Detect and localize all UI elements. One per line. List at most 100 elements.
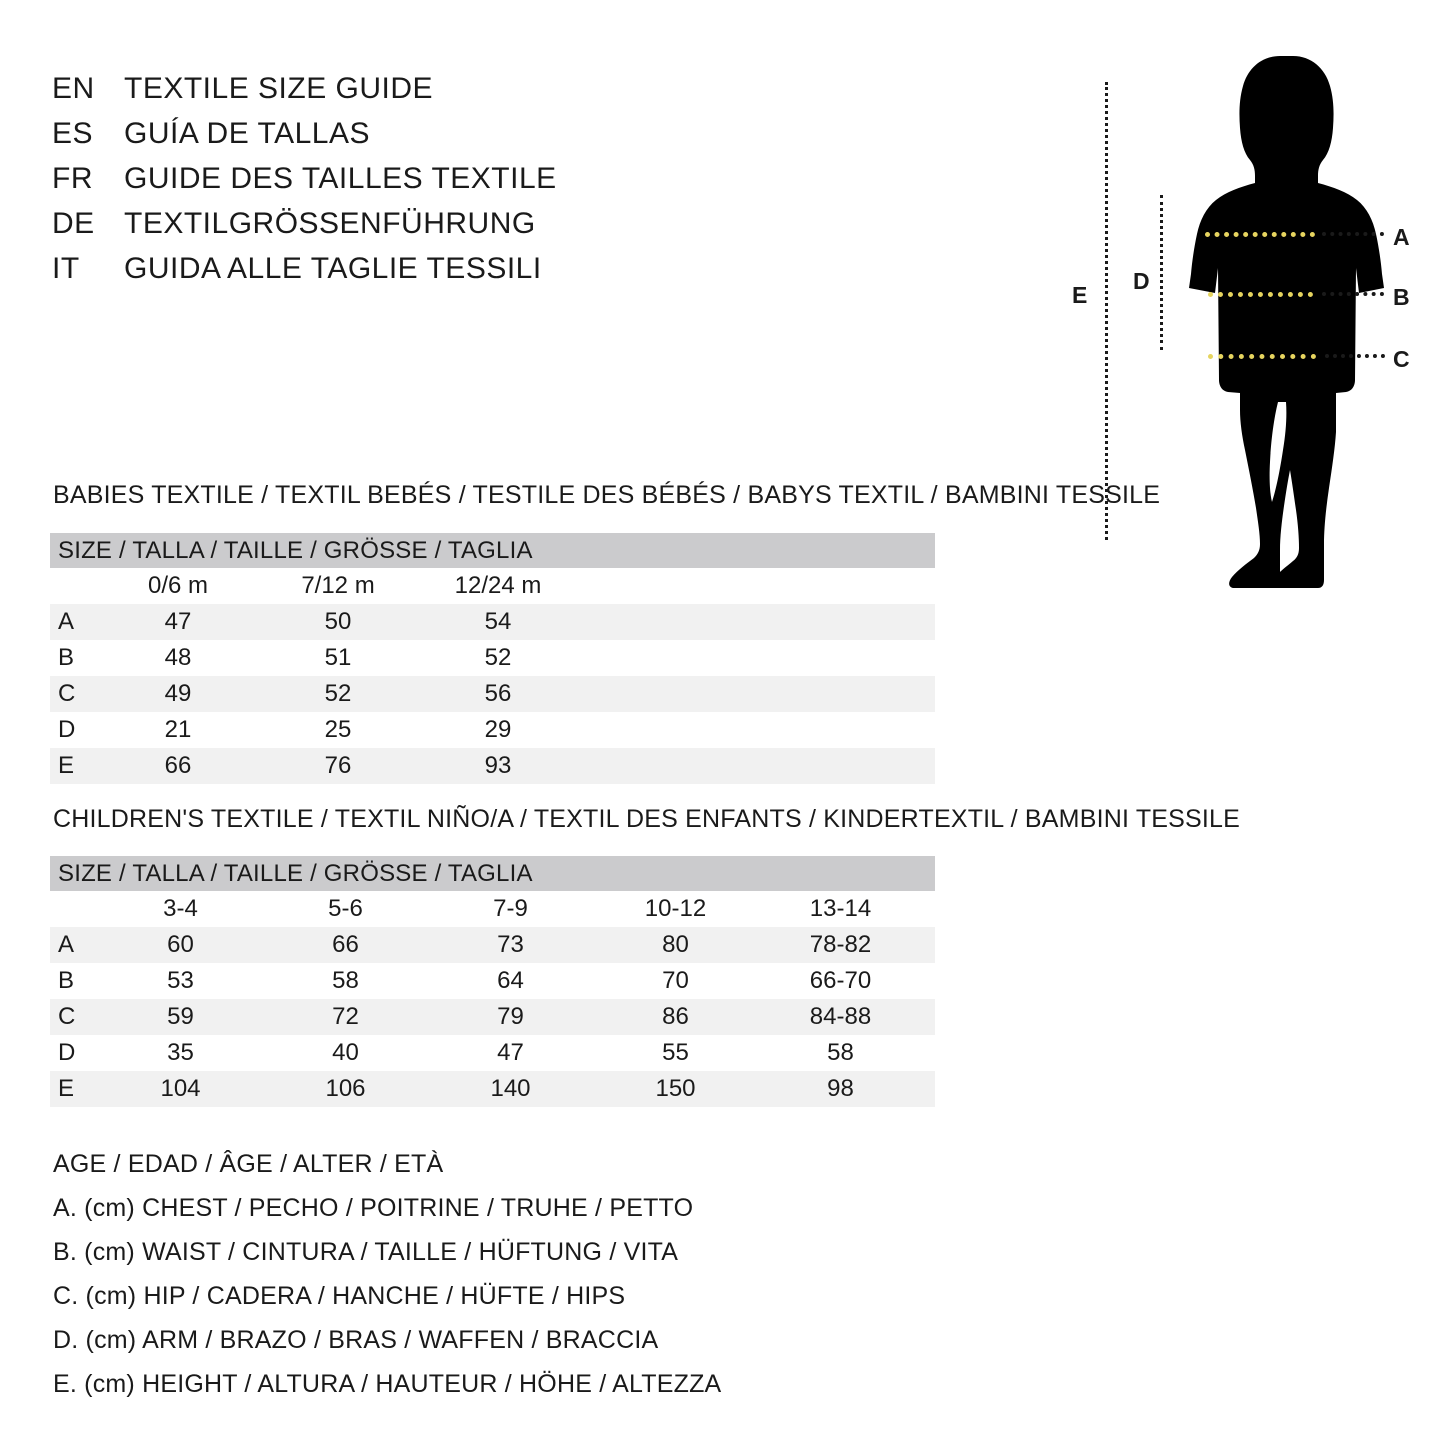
- waist-dotted-line: [1208, 292, 1313, 297]
- children-row-label-b: B: [58, 967, 75, 994]
- children-table-head-band: SIZE / TALLA / TAILLE / GRÖSSE / TAGLIA: [50, 856, 935, 891]
- waist-leader-line: [1322, 292, 1384, 296]
- legend-line-waist: B. (cm) WAIST / CINTURA / TAILLE / HÜFTU…: [53, 1238, 679, 1266]
- marker-label-b: B: [1393, 284, 1410, 310]
- babies-row-label-a: A: [58, 608, 75, 635]
- title-block: EN TEXTILE SIZE GUIDE ES GUÍA DE TALLAS …: [52, 72, 752, 297]
- measurement-legend: AGE / EDAD / ÂGE / ALTER / ETÀ A. (cm) C…: [53, 1142, 813, 1406]
- babies-cell-a-1: 50: [324, 608, 352, 635]
- children-cell-e-2: 140: [490, 1075, 531, 1102]
- title-row-en: EN TEXTILE SIZE GUIDE: [52, 72, 752, 117]
- babies-cell-c-1: 52: [324, 680, 352, 707]
- title-row-fr: FR GUIDE DES TAILLES TEXTILE: [52, 162, 752, 207]
- title-text-en: TEXTILE SIZE GUIDE: [124, 72, 434, 105]
- children-col-header-3: 10-12: [644, 895, 707, 922]
- babies-cell-d-2: 29: [484, 716, 512, 743]
- babies-row-label-b: B: [58, 644, 75, 671]
- title-text-fr: GUIDE DES TAILLES TEXTILE: [124, 162, 557, 195]
- title-row-it: IT GUIDA ALLE TAGLIE TESSILI: [52, 252, 752, 297]
- title-text-es: GUÍA DE TALLAS: [124, 117, 370, 150]
- children-cell-b-0: 53: [167, 967, 194, 994]
- table-row: C 49 52 56: [50, 676, 935, 712]
- table-row: D 35 40 47 55 58: [50, 1035, 935, 1071]
- babies-col-header-1: 7/12 m: [301, 572, 375, 599]
- children-cell-c-0: 59: [167, 1003, 194, 1030]
- babies-cell-b-1: 51: [324, 644, 352, 671]
- babies-cell-e-2: 93: [484, 752, 512, 779]
- babies-cell-b-2: 52: [484, 644, 512, 671]
- children-cell-d-1: 40: [332, 1039, 359, 1066]
- babies-head-band-label: SIZE / TALLA / TAILLE / GRÖSSE / TAGLIA: [58, 536, 533, 564]
- babies-cell-c-2: 56: [484, 680, 512, 707]
- hip-leader-line: [1325, 354, 1385, 358]
- title-lang-de: DE: [52, 207, 95, 240]
- legend-line-chest: A. (cm) CHEST / PECHO / POITRINE / TRUHE…: [53, 1194, 694, 1222]
- children-cell-a-2: 73: [497, 931, 524, 958]
- chest-dotted-line: [1205, 232, 1315, 237]
- legend-line-hip: C. (cm) HIP / CADERA / HANCHE / HÜFTE / …: [53, 1282, 626, 1310]
- title-lang-en: EN: [52, 72, 95, 105]
- babies-cell-d-1: 25: [324, 716, 352, 743]
- table-row: A 60 66 73 80 78-82: [50, 927, 935, 963]
- title-row-es: ES GUÍA DE TALLAS: [52, 117, 752, 162]
- title-text-de: TEXTILGRÖSSENFÜHRUNG: [124, 207, 536, 240]
- title-lang-es: ES: [52, 117, 94, 150]
- children-size-table: SIZE / TALLA / TAILLE / GRÖSSE / TAGLIA …: [50, 856, 935, 1107]
- height-guide-line-e: [1105, 82, 1108, 540]
- children-cell-d-0: 35: [167, 1039, 194, 1066]
- children-row-label-c: C: [58, 1003, 76, 1030]
- children-cell-b-1: 58: [332, 967, 359, 994]
- measurement-diagram: E D A B C: [1050, 50, 1445, 590]
- table-row: E 104 106 140 150 98: [50, 1071, 935, 1107]
- table-row: A 47 50 54: [50, 604, 935, 640]
- title-text-it: GUIDA ALLE TAGLIE TESSILI: [124, 252, 542, 285]
- children-row-label-a: A: [58, 931, 75, 958]
- marker-label-e: E: [1072, 282, 1088, 308]
- children-head-band-label: SIZE / TALLA / TAILLE / GRÖSSE / TAGLIA: [58, 859, 533, 887]
- children-cell-a-4: 78-82: [809, 931, 872, 958]
- table-row: B 48 51 52: [50, 640, 935, 676]
- children-cell-a-3: 80: [662, 931, 689, 958]
- children-cell-e-1: 106: [325, 1075, 366, 1102]
- children-col-header-0: 3-4: [163, 895, 198, 922]
- table-row: B 53 58 64 70 66-70: [50, 963, 935, 999]
- children-cell-d-3: 55: [662, 1039, 689, 1066]
- babies-section-title: BABIES TEXTILE / TEXTIL BEBÉS / TESTILE …: [53, 481, 1161, 509]
- table-row: C 59 72 79 86 84-88: [50, 999, 935, 1035]
- babies-cell-a-2: 54: [484, 608, 512, 635]
- children-cell-c-4: 84-88: [809, 1003, 872, 1030]
- children-cell-b-4: 66-70: [809, 967, 872, 994]
- children-cell-e-3: 150: [655, 1075, 696, 1102]
- children-col-header-1: 5-6: [328, 895, 363, 922]
- children-cell-a-0: 60: [167, 931, 194, 958]
- babies-size-table: SIZE / TALLA / TAILLE / GRÖSSE / TAGLIA …: [50, 533, 935, 784]
- children-cell-b-3: 70: [662, 967, 689, 994]
- babies-row-label-c: C: [58, 680, 76, 707]
- title-row-de: DE TEXTILGRÖSSENFÜHRUNG: [52, 207, 752, 252]
- babies-col-header-2: 12/24 m: [454, 572, 542, 599]
- babies-cell-b-0: 48: [164, 644, 192, 671]
- children-col-header-2: 7-9: [493, 895, 528, 922]
- chest-leader-line: [1322, 232, 1384, 236]
- table-row: D 21 25 29: [50, 712, 935, 748]
- child-silhouette-icon: [1189, 56, 1384, 588]
- children-cell-c-1: 72: [332, 1003, 359, 1030]
- children-cell-c-3: 86: [662, 1003, 689, 1030]
- marker-label-a: A: [1393, 224, 1410, 250]
- children-cell-a-1: 66: [332, 931, 359, 958]
- children-section-title: CHILDREN'S TEXTILE / TEXTIL NIÑO/A / TEX…: [53, 805, 1241, 833]
- babies-cell-d-0: 21: [164, 716, 192, 743]
- babies-col-header-0: 0/6 m: [147, 572, 209, 599]
- babies-cell-a-0: 47: [164, 608, 192, 635]
- children-cell-d-2: 47: [497, 1039, 524, 1066]
- children-cell-e-4: 98: [827, 1075, 854, 1102]
- table-row: E 66 76 93: [50, 748, 935, 784]
- children-col-header-4: 13-14: [809, 895, 872, 922]
- arm-guide-line-d: [1160, 195, 1163, 350]
- babies-row-label-e: E: [58, 752, 75, 779]
- legend-line-height: E. (cm) HEIGHT / ALTURA / HAUTEUR / HÖHE…: [53, 1370, 722, 1398]
- children-row-label-d: D: [58, 1039, 76, 1066]
- marker-label-c: C: [1393, 346, 1410, 372]
- children-row-label-e: E: [58, 1075, 75, 1102]
- legend-line-age: AGE / EDAD / ÂGE / ALTER / ETÀ: [53, 1150, 444, 1178]
